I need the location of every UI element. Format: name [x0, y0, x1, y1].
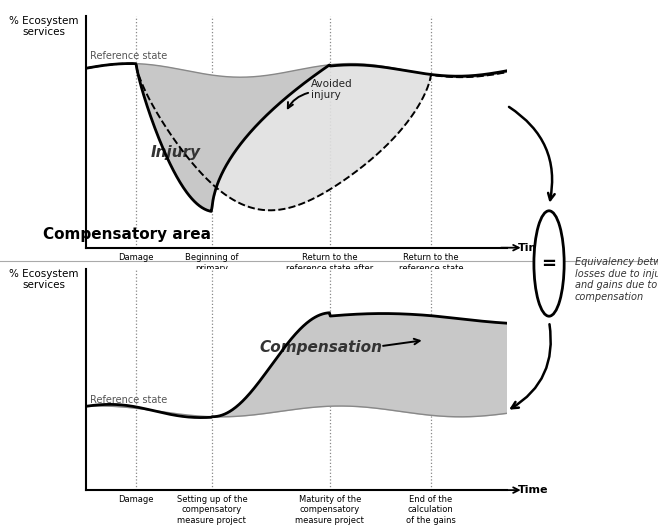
Text: % Ecosystem
services: % Ecosystem services [9, 269, 78, 290]
Text: Maturity of the
compensatory
measure project: Maturity of the compensatory measure pro… [295, 495, 365, 525]
Text: Return to the
reference state after
primary restoration
measures: Return to the reference state after prim… [286, 253, 373, 294]
Text: Damage: Damage [118, 253, 154, 262]
Text: Damage: Damage [118, 495, 154, 504]
Text: End of the
calculation
of the gains: End of the calculation of the gains [406, 495, 456, 525]
Text: Time: Time [518, 243, 548, 252]
Text: Setting up of the
compensatory
measure project: Setting up of the compensatory measure p… [176, 495, 247, 525]
Text: =: = [542, 255, 557, 272]
Text: Compensation: Compensation [260, 340, 383, 355]
Circle shape [534, 211, 564, 316]
Text: Equivalency between
losses due to injury
and gains due to
compensation: Equivalency between losses due to injury… [575, 257, 658, 302]
Text: Reference state: Reference state [89, 395, 167, 405]
Text: % Ecosystem
services: % Ecosystem services [9, 16, 78, 37]
Text: Reference state: Reference state [89, 51, 167, 61]
Text: Beginning of
primary
restoration: Beginning of primary restoration [185, 253, 239, 283]
Text: Compensatory area: Compensatory area [43, 227, 211, 242]
Text: Return to the
reference state
through
regeneration: Return to the reference state through re… [399, 253, 463, 294]
Text: Avoided
injury: Avoided injury [311, 79, 353, 100]
Text: Injury: Injury [151, 145, 201, 160]
Text: Time: Time [518, 485, 548, 495]
